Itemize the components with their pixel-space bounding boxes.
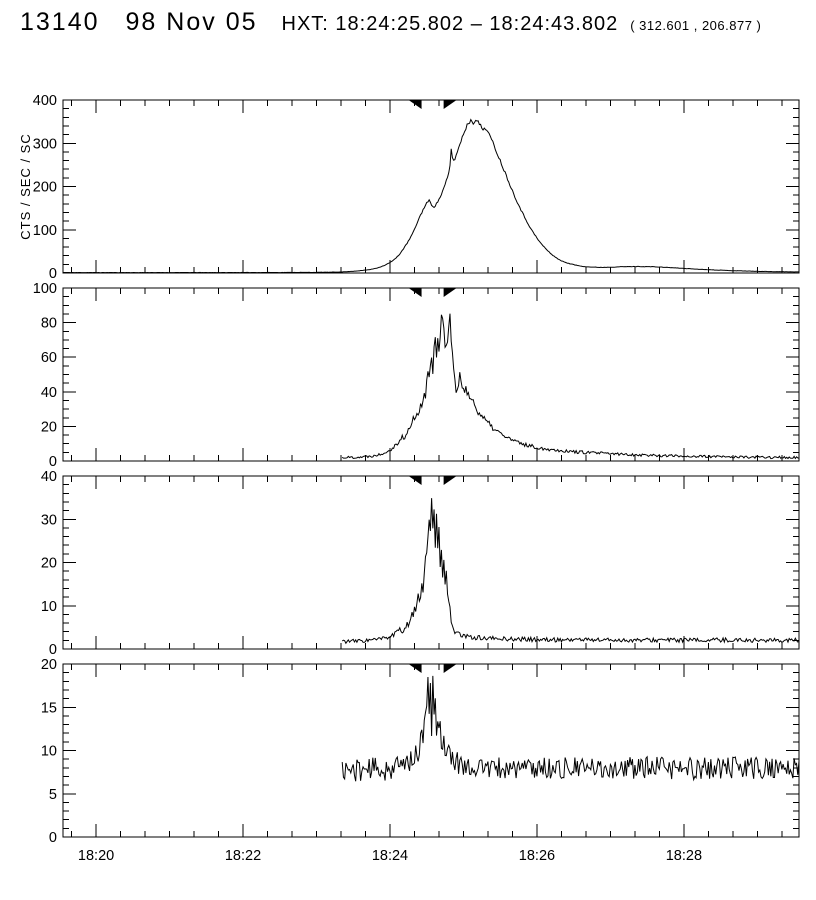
panel-1: 0 100 200 300 400 CTS / SEC / SC — [18, 93, 800, 282]
panel-4-ytick-label: 10 — [41, 744, 57, 760]
interval-end-marker — [443, 100, 457, 109]
interval-end-marker — [443, 664, 457, 673]
panel-1-ytick-label: 400 — [33, 93, 57, 109]
x-tick-label: 18:20 — [78, 848, 114, 864]
x-tick-label: 18:26 — [519, 848, 555, 864]
panel-4-ytick-label: 20 — [41, 657, 57, 673]
panel-4-ytick-label: 5 — [49, 787, 57, 803]
interval-start-marker — [408, 476, 422, 485]
y-axis-title: CTS / SEC / SC — [18, 133, 33, 239]
panel-2-ytick-label: 100 — [33, 281, 57, 297]
header: 13140 98 Nov 05 HXT: 18:24:25.802 – 18:2… — [20, 8, 816, 37]
panel-3-axes — [62, 475, 800, 650]
panel-2-ytick-label: 40 — [41, 385, 57, 401]
panel-4-ytick-label: 15 — [41, 700, 57, 716]
panel-4-ytick-label: 0 — [49, 830, 57, 846]
panel-4: 0 5 10 15 20 — [41, 657, 800, 846]
panel-1-ytick-label: 200 — [33, 180, 57, 196]
panel-2: 0 20 40 60 80 100 — [33, 281, 800, 470]
interval-end-marker — [443, 476, 457, 485]
x-tick-label: 18:22 — [225, 848, 261, 864]
panel-3: 0 10 20 30 40 — [41, 469, 800, 658]
panel-1-trace — [63, 118, 799, 273]
flare-number: 13140 — [20, 8, 100, 36]
pointing-coordinates: ( 312.601 , 206.877 ) — [630, 18, 762, 33]
interval-end-marker — [443, 288, 457, 297]
panel-4-trace — [341, 675, 799, 782]
panel-2-ytick-label: 80 — [41, 316, 57, 332]
x-tick-label: 18:24 — [372, 848, 408, 864]
panel-4-axes — [62, 663, 800, 838]
panel-2-ytick-label: 0 — [49, 454, 57, 470]
interval-start-marker — [408, 100, 422, 109]
panel-2-axes — [62, 287, 800, 462]
observation-date: 98 Nov 05 — [125, 8, 258, 36]
panel-3-ytick-label: 40 — [41, 469, 57, 485]
panel-1-ytick-label: 0 — [49, 266, 57, 282]
panel-1-ytick-label: 300 — [33, 136, 57, 152]
interval-start-marker — [408, 288, 422, 297]
panel-1-ytick-label: 100 — [33, 223, 57, 239]
panel-3-trace — [341, 498, 799, 645]
hxt-time-interval: HXT: 18:24:25.802 – 18:24:43.802 — [281, 13, 619, 35]
panel-2-ytick-label: 20 — [41, 419, 57, 435]
panel-3-ytick-label: 20 — [41, 556, 57, 572]
panel-2-ytick-label: 60 — [41, 350, 57, 366]
panel-3-ytick-label: 10 — [41, 599, 57, 615]
panel-1-axes — [62, 99, 800, 274]
panel-3-ytick-label: 30 — [41, 512, 57, 528]
panel-3-ytick-label: 0 — [49, 642, 57, 658]
interval-start-marker — [408, 664, 422, 673]
x-tick-label: 18:28 — [666, 848, 702, 864]
panel-2-trace — [341, 313, 799, 460]
